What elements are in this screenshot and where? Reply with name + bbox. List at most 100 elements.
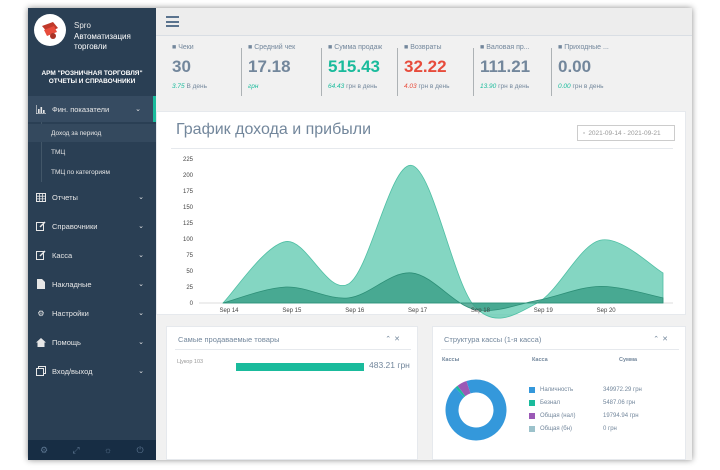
tile-subtext: 4.03 грн в день (404, 83, 450, 90)
arm-title: АРМ "РОЗНИЧНАЯ ТОРГОВЛЯ" ОТЧЕТЫ И СПРАВО… (41, 70, 143, 85)
chevron-down-icon: ⌄ (138, 310, 144, 317)
menu-label: Справочники (52, 221, 98, 231)
donut-slice (457, 381, 471, 397)
tile-icon: ■ (480, 44, 487, 51)
home-icon (36, 337, 46, 347)
menu-label: Отчеты (52, 192, 78, 202)
y-tick-label: 200 (183, 173, 194, 179)
y-tick-label: 75 (186, 253, 193, 259)
gear-icon[interactable]: ⚙ (39, 445, 49, 455)
close-icon[interactable]: ✕ (662, 336, 671, 343)
stat-tile: ■ Сумма продаж 515.43 64.43 грн в день (321, 44, 404, 104)
collapse-icon[interactable]: ⌃ (653, 336, 663, 343)
logo-area[interactable]: Spro Автоматизация торговли (28, 8, 156, 66)
donut-slice (455, 385, 466, 398)
submenu: Доход за период ТМЦ ТМЦ по категориям (28, 122, 156, 182)
chevron-up-icon: ⌄ (135, 106, 141, 113)
date-range-text: 2021-09-14 - 2021-09-21 (588, 129, 661, 137)
stat-tile: ■ Возвраты 32.22 4.03 грн в день (397, 44, 480, 104)
eye-slash-icon[interactable]: ☼ (103, 445, 113, 455)
panel-controls: ⌃✕ (653, 335, 671, 343)
product-bar (236, 363, 364, 371)
date-range-picker[interactable]: ▫ 2021-09-14 - 2021-09-21 (577, 125, 675, 141)
tile-label: ■ Возвраты (404, 44, 442, 51)
chevron-down-icon: ⌄ (138, 339, 144, 346)
collapse-icon[interactable]: ⌃ (385, 336, 395, 343)
sidebar: Spro Автоматизация торговли АРМ "РОЗНИЧН… (28, 8, 156, 460)
donut-slice (445, 379, 507, 441)
y-tick-label: 150 (183, 205, 194, 211)
logo (34, 14, 66, 46)
legend-swatch (529, 413, 535, 419)
divider (441, 349, 679, 350)
x-tick-label: Sep 19 (534, 308, 554, 314)
menu-settings[interactable]: ⚙ Настройки ⌄ (28, 302, 156, 324)
x-tick-label: Sep 20 (597, 308, 617, 314)
tile-subtext: 0.00 грн в день (558, 83, 604, 90)
tile-label: ■ Средний чек (248, 44, 296, 51)
menu-toggle-icon[interactable] (166, 16, 179, 27)
tile-value: 515.43 (328, 57, 380, 76)
tile-label: ■ Сумма продаж (328, 44, 383, 51)
legend-label: Наличность (540, 387, 574, 393)
legend-swatch (529, 426, 535, 432)
menu-cash[interactable]: Касса ⌄ (28, 244, 156, 266)
stat-tile: ■ Средний чек 17.18 грн (241, 44, 324, 104)
sidebar-footer: ⚙ ⤢ ☼ ⏻ (28, 440, 156, 460)
file-icon (36, 279, 46, 289)
tile-separator (473, 48, 474, 96)
stat-tile: ■ Чеки 30 3.75 В день (172, 44, 248, 104)
power-icon[interactable]: ⏻ (136, 445, 144, 455)
divider (171, 148, 673, 149)
gear-icon: ⚙ (37, 308, 45, 318)
x-tick-label: Sep 15 (282, 308, 302, 314)
legend-label: Общая (бн) (540, 426, 573, 432)
menu-label: Вход/выход (52, 366, 93, 376)
legend-amount: 19794.94 грн (603, 413, 639, 419)
submenu-line (41, 122, 42, 182)
edit-icon (36, 250, 46, 260)
menu-directories[interactable]: Справочники ⌄ (28, 215, 156, 237)
y-tick-label: 125 (183, 221, 194, 227)
panel-controls: ⌃✕ (385, 335, 403, 343)
tile-separator (241, 48, 242, 96)
submenu-income-period[interactable]: Доход за период (28, 124, 156, 142)
cash-legend-row: Общая (бн) 0 грн (529, 424, 679, 434)
close-icon[interactable]: ✕ (394, 336, 403, 343)
menu-reports[interactable]: Отчеты ⌄ (28, 186, 156, 208)
edit-icon (36, 221, 46, 231)
legend-swatch (529, 400, 535, 406)
submenu-tmc[interactable]: ТМЦ (51, 148, 66, 156)
top-products-panel: Самые продаваемые товары ⌃✕ Цукор 103 48… (166, 326, 418, 460)
menu-help[interactable]: Помощь ⌄ (28, 331, 156, 353)
tile-icon: ■ (558, 44, 565, 51)
y-tick-label: 50 (186, 269, 193, 275)
menu-login-logout[interactable]: Вход/выход ⌄ (28, 360, 156, 382)
fullscreen-icon[interactable]: ⤢ (72, 445, 80, 455)
series-area-0 (222, 164, 664, 319)
income-chart-panel: График дохода и прибыли ▫ 2021-09-14 - 2… (156, 111, 686, 319)
tile-separator (397, 48, 398, 96)
cash-donut-chart (445, 379, 507, 441)
panel-title: Самые продаваемые товары (178, 335, 280, 344)
tile-value: 0.00 (558, 57, 592, 76)
tile-icon: ■ (404, 44, 411, 51)
app-subtitle: Автоматизация торговли (74, 32, 131, 51)
tile-subtext: грн (248, 83, 259, 90)
chart-title: График дохода и прибыли (176, 121, 372, 138)
legend-label: Общая (нал) (540, 413, 576, 419)
menu-fin-indicators[interactable]: Фин. показатели ⌄ (28, 96, 156, 122)
series-area-1 (222, 272, 664, 311)
tile-icon: ■ (328, 44, 335, 51)
submenu-tmc-categories[interactable]: ТМЦ по категориям (51, 168, 110, 176)
legend-label: Безнал (540, 400, 561, 406)
menu-invoices[interactable]: Накладные ⌄ (28, 273, 156, 295)
chevron-down-icon: ⌄ (138, 252, 144, 259)
x-tick-label: Sep 16 (345, 308, 365, 314)
product-category: Цукор 103 (177, 359, 204, 365)
x-tick-label: Sep 18 (471, 308, 491, 314)
stat-tile: ■ Валовая пр... 111.21 13.90 грн в день (473, 44, 556, 104)
y-tick-label: 25 (186, 285, 193, 291)
y-tick-label: 175 (183, 189, 194, 195)
tile-value: 111.21 (480, 57, 531, 76)
